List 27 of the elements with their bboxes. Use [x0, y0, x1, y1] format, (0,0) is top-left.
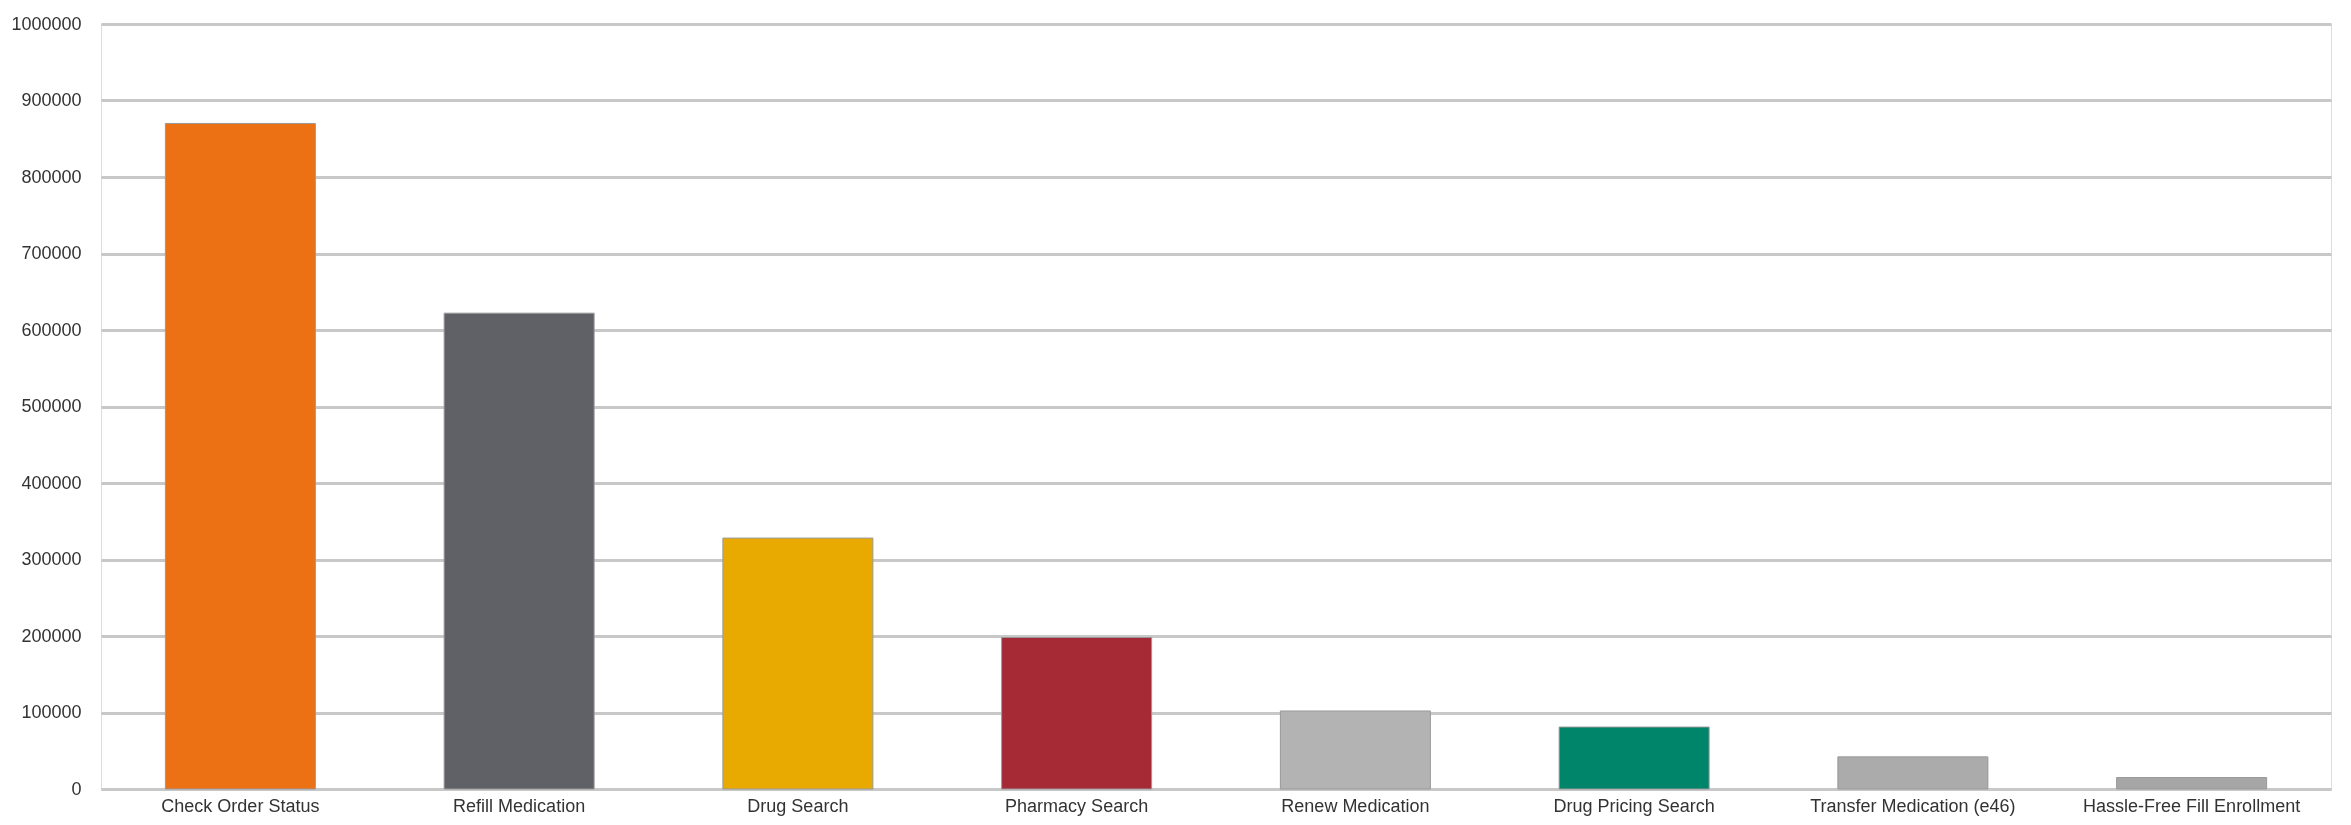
bar: [1558, 726, 1710, 790]
x-tick-label: Drug Search: [747, 795, 849, 816]
bar: [1837, 756, 1989, 790]
bar: [1279, 710, 1431, 790]
y-tick-label: 500000: [21, 396, 82, 416]
y-tick-label: 600000: [21, 319, 82, 340]
bar: [2116, 777, 2268, 790]
x-tick-label: Pharmacy Search: [1005, 795, 1149, 816]
x-tick-label: Renew Medication: [1281, 795, 1430, 816]
bar: [722, 537, 874, 790]
x-tick-label: Check Order Status: [161, 795, 320, 816]
y-tick-label: 1000000: [11, 13, 82, 34]
bar: [1001, 637, 1153, 790]
y-tick-label: 300000: [21, 549, 82, 569]
bar: [164, 122, 316, 790]
y-tick-label: 0: [71, 778, 82, 799]
y-tick-label: 100000: [21, 702, 82, 722]
y-tick-label: 700000: [21, 243, 82, 263]
y-tick-label: 400000: [21, 472, 82, 493]
x-tick-label: Refill Medication: [453, 795, 586, 816]
x-tick-label: Hassle-Free Fill Enrollment: [2083, 795, 2301, 816]
y-tick-label: 900000: [21, 90, 82, 110]
bar: [443, 312, 595, 790]
y-tick-label: 800000: [21, 166, 82, 187]
x-tick-label: Transfer Medication (e46): [1810, 795, 2016, 816]
x-tick-label: Drug Pricing Search: [1553, 795, 1715, 816]
y-tick-label: 200000: [21, 625, 82, 646]
